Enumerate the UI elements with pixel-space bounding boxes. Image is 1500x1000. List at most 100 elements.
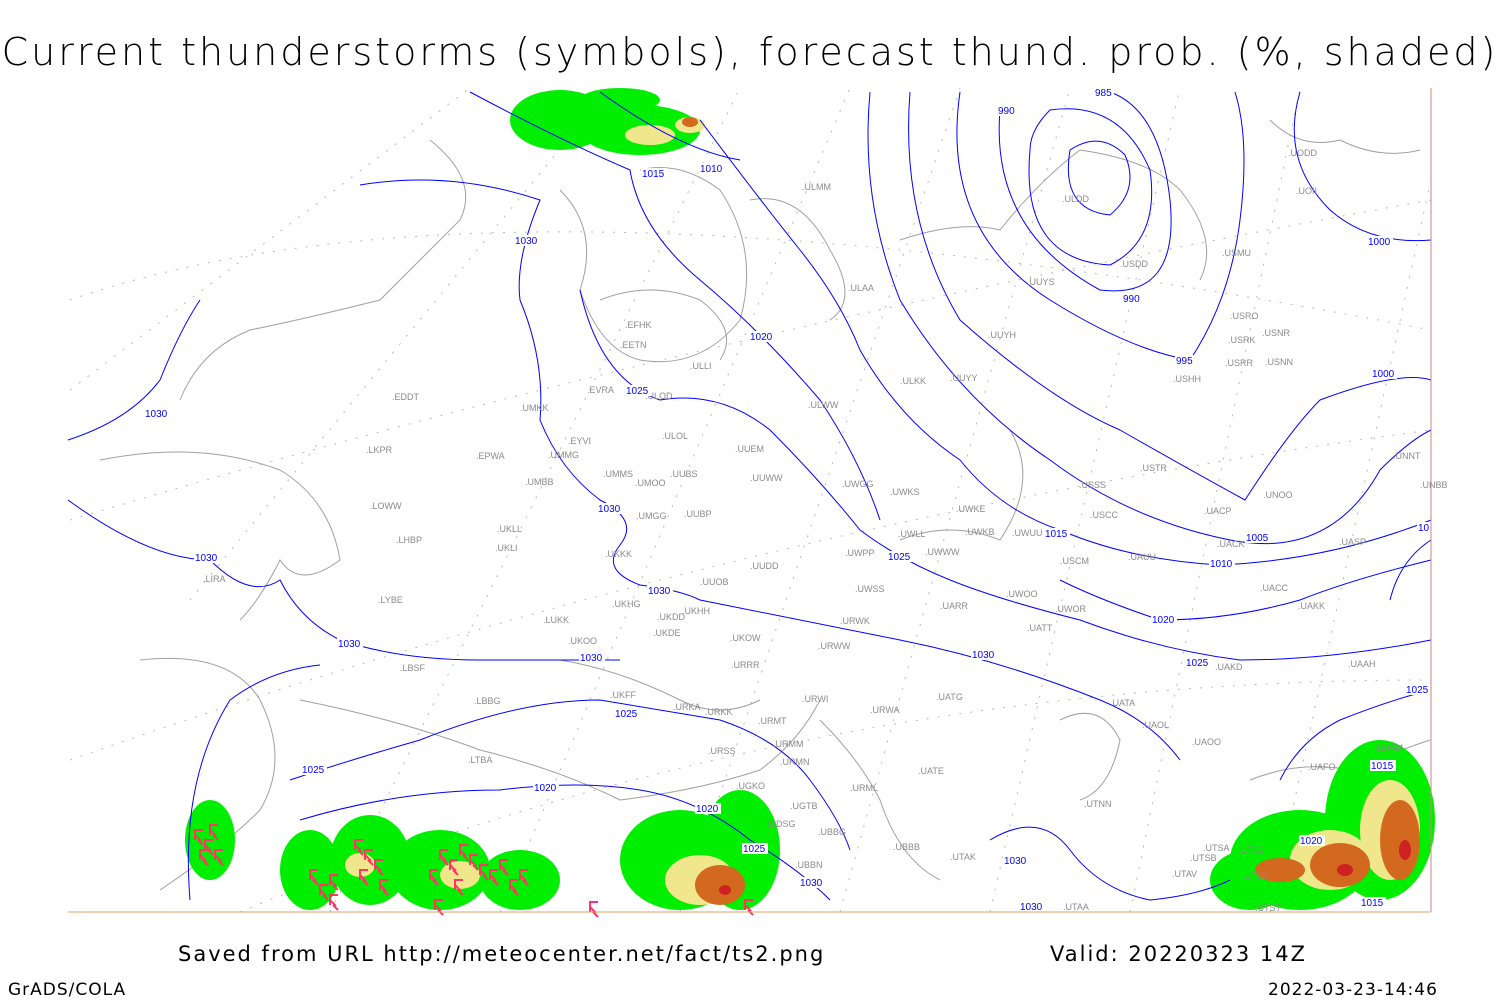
station-label: .UTSB <box>1190 853 1217 863</box>
thunderstorm-symbol <box>499 859 509 876</box>
coastline <box>1269 119 1421 154</box>
station-label: .UARR <box>940 601 969 611</box>
isobar-label: 1030 <box>515 236 538 247</box>
thunderstorm-symbol <box>439 849 449 866</box>
isobar-label: 1010 <box>700 164 723 175</box>
station-label: .UAKK <box>1298 601 1325 611</box>
station-label: .UUBS <box>670 469 698 479</box>
station-label: .UAOL <box>1142 720 1169 730</box>
mask <box>0 912 1500 932</box>
isobar-line <box>1067 140 1131 216</box>
station-label: .UMGG <box>636 511 667 521</box>
station-label: .LKPR <box>366 445 393 455</box>
station-label: .USCC <box>1090 510 1119 520</box>
station-label: .UUBP <box>684 509 712 519</box>
station-label: .UWWW <box>925 547 960 557</box>
station-label: .UKHH <box>682 606 710 616</box>
station-label: .UMKK <box>520 403 549 413</box>
isobar-line <box>1028 108 1153 266</box>
station-label: .UAOO <box>1192 737 1221 747</box>
isobar-label: 990 <box>998 106 1015 117</box>
station-label: .USSS <box>1079 480 1106 490</box>
station-label: .USRR <box>1225 358 1254 368</box>
station-label: .EYVI <box>568 436 591 446</box>
isobar-line <box>599 91 741 161</box>
isobar-label-bg <box>597 503 623 514</box>
station-label: .UWPP <box>845 548 875 558</box>
station-label: .UTSK <box>1242 871 1269 881</box>
isobar-label-bg <box>1019 901 1045 912</box>
thunderstorm-symbol <box>309 869 319 886</box>
station-label: .UKDE <box>653 628 681 638</box>
coastline <box>599 289 728 361</box>
isobar-labels: 1030 1015 1010 990 985 990 995 1000 1000 1020 1025… <box>144 87 1431 913</box>
station-label: .EDDT <box>392 392 420 402</box>
isobar-label-bg <box>1094 87 1114 98</box>
thunderstorm-symbol <box>479 864 489 881</box>
station-label: .USTR <box>1140 463 1168 473</box>
station-label: .LUKK <box>543 615 569 625</box>
probability-high-area <box>695 865 745 905</box>
isobar-label: 1030 <box>338 639 361 650</box>
station-label: .UUYY <box>950 373 978 383</box>
isobar-label: 1005 <box>1246 533 1269 544</box>
station-label: .URWW <box>818 641 851 651</box>
isobar-label-bg <box>1367 236 1393 247</box>
parallel <box>69 231 1432 331</box>
station-label: .UUOB <box>700 577 729 587</box>
isobar-label-bg <box>647 585 673 596</box>
thunderstorm-symbol <box>449 859 459 876</box>
isobar-label-bg <box>301 764 327 775</box>
station-label: .UKKK <box>605 549 632 559</box>
isobar-label: 1015 <box>1371 761 1394 772</box>
station-label: .UKOW <box>730 633 761 643</box>
station-label: .UWGG <box>842 479 874 489</box>
station-label: .UWLL <box>898 529 926 539</box>
station-label: .UWSS <box>855 584 885 594</box>
thunderstorm-symbol <box>509 879 519 896</box>
isobar-label-bg <box>1151 614 1177 625</box>
isobar-label-bg <box>514 235 540 246</box>
thunderstorm-symbol <box>319 884 329 901</box>
isobar-line <box>956 91 1245 361</box>
isobar-label-bg <box>749 331 775 342</box>
station-label: .URWA <box>870 705 900 715</box>
station-label: .ULLI <box>690 361 712 371</box>
isobar-label-bg <box>533 782 559 793</box>
thunderstorm-symbol <box>379 879 389 896</box>
coastline <box>1059 712 1121 801</box>
isobar-line <box>67 299 201 441</box>
station-label: .UKDD <box>657 612 686 622</box>
parallel <box>69 199 1432 521</box>
isobar-label: 1020 <box>534 783 557 794</box>
isobar-line <box>908 91 1432 501</box>
probability-max-area <box>719 885 731 895</box>
station-label: .UTAV <box>1172 869 1197 879</box>
station-label: .UNNT <box>1393 451 1421 461</box>
thunderstorm-symbol <box>329 894 339 911</box>
station-label: .URMN <box>780 757 810 767</box>
isobar-label-bg <box>1299 835 1325 846</box>
parallel <box>239 679 1432 913</box>
station-label: .UDSG <box>767 819 796 829</box>
station-label: .UACP <box>1204 506 1232 516</box>
station-label: .UBBB <box>893 842 920 852</box>
thunderstorm-symbol <box>204 839 214 856</box>
station-label: .UOII <box>1296 186 1317 196</box>
software-credit: GrADS/COLA <box>8 980 127 1000</box>
isobar-line <box>469 91 881 521</box>
station-label: .UODD <box>1288 148 1318 158</box>
isobar-label-bg <box>997 105 1017 116</box>
isobar-line <box>989 826 1231 901</box>
station-label: .UKOO <box>568 636 597 646</box>
thunderstorm-symbol <box>359 869 369 886</box>
isobar-label-bg <box>641 168 667 179</box>
station-label: .UAUU <box>1128 552 1156 562</box>
station-label: .ULOD <box>645 391 673 401</box>
coastline <box>899 429 1024 541</box>
thunderstorm-symbol <box>454 879 464 896</box>
meridian <box>189 87 611 601</box>
isobar-label: 1015 <box>1361 898 1384 909</box>
station-label: .UBBN <box>795 860 823 870</box>
